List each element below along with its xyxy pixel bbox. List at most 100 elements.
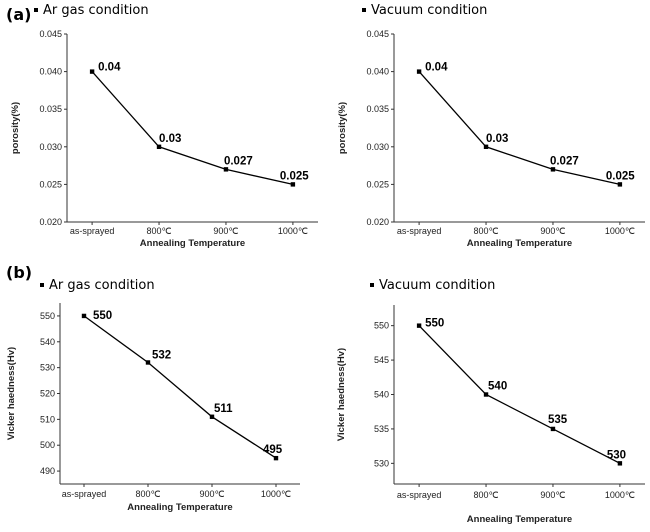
legend-marker	[362, 8, 366, 12]
panel-label-a: (a)	[6, 5, 31, 24]
y-tick-label: 0.040	[366, 67, 389, 77]
chart-4: Vacuum condition 530 535 540 545 550 as-spraye…	[336, 278, 645, 525]
legend-marker	[370, 283, 374, 287]
y-tick-label: 490	[40, 466, 55, 476]
y-tick-label: 535	[374, 424, 389, 434]
x-tick-label: 800℃	[146, 226, 171, 236]
data-point	[81, 313, 87, 319]
series-line	[83, 315, 277, 459]
x-tick-label: 800℃	[135, 489, 160, 499]
x-tick-label: 1000℃	[278, 226, 308, 236]
data-point	[223, 167, 229, 172]
data-point	[209, 414, 215, 419]
y-tick-label: 0.025	[39, 179, 62, 189]
x-tick-label: 900℃	[213, 226, 238, 236]
data-point	[416, 323, 422, 328]
x-tick-label: 900℃	[199, 489, 224, 499]
data-label: 532	[152, 349, 171, 361]
chart-1: Ar gas condition 0.020 0.025 0.030 0.035 0.04…	[10, 3, 318, 249]
y-tick-label: 520	[40, 389, 55, 399]
data-point	[156, 144, 162, 149]
data-point	[617, 182, 623, 187]
charts-container: Ar gas condition 0.020 0.025 0.030 0.035 0.04…	[6, 3, 645, 525]
x-tick-label: 1000℃	[605, 490, 635, 500]
x-tick-label: as-sprayed	[397, 226, 442, 236]
x-axis-title: Annealing Temperature	[140, 238, 245, 249]
data-label: 495	[263, 444, 283, 456]
panel-label-b: (b)	[6, 263, 32, 282]
data-label: 0.03	[486, 133, 508, 145]
data-label: 0.03	[159, 133, 181, 145]
x-tick-label: 800℃	[473, 490, 498, 500]
series-line	[418, 71, 621, 186]
y-tick-label: 500	[40, 440, 55, 450]
y-tick-label: 530	[374, 458, 389, 468]
x-tick-label: as-sprayed	[62, 489, 107, 499]
data-label: 0.025	[280, 170, 309, 182]
data-label: 511	[214, 403, 233, 415]
data-point	[145, 360, 151, 365]
chart-3: Ar gas condition 490 500 510 520 530 540 550 as-…	[6, 278, 300, 513]
data-label: 0.025	[606, 170, 635, 182]
y-tick-label: 0.035	[366, 104, 389, 114]
data-label: 550	[93, 310, 112, 322]
y-axis-title: Vicker haedness(Hv)	[336, 348, 347, 441]
data-point	[89, 69, 95, 74]
data-point	[290, 182, 296, 187]
data-point	[483, 144, 489, 149]
y-tick-label: 0.040	[39, 67, 62, 77]
y-tick-label: 545	[374, 355, 389, 365]
data-label: 550	[425, 318, 444, 330]
y-tick-label: 0.045	[39, 29, 62, 39]
x-tick-label: 1000℃	[261, 489, 291, 499]
series-line	[91, 71, 294, 186]
x-tick-label: 900℃	[540, 490, 565, 500]
y-axis-title: Vicker haedness(Hv)	[6, 347, 17, 440]
y-tick-label: 0.045	[366, 29, 389, 39]
x-tick-label: 800℃	[473, 226, 498, 236]
legend-label: Ar gas condition	[49, 278, 155, 293]
y-tick-label: 0.030	[366, 142, 389, 152]
y-tick-label: 540	[40, 337, 55, 347]
x-tick-label: as-sprayed	[397, 490, 442, 500]
data-label: 540	[488, 381, 507, 393]
x-tick-label: 900℃	[540, 226, 565, 236]
x-tick-label: 1000℃	[605, 226, 635, 236]
y-tick-label: 0.020	[39, 217, 62, 227]
chart-2: Vacuum condition 0.020 0.025 0.030 0.035 0.04…	[337, 3, 645, 249]
data-label: 0.04	[425, 62, 448, 74]
y-tick-label: 550	[374, 321, 389, 331]
y-tick-label: 0.025	[366, 179, 389, 189]
data-point	[550, 426, 556, 432]
x-axis-title: Annealing Temperature	[467, 238, 572, 249]
legend-label: Ar gas condition	[43, 3, 149, 18]
data-label: 0.027	[224, 155, 253, 167]
data-point	[416, 69, 422, 74]
x-axis-title: Annealing Temperature	[127, 502, 232, 513]
x-tick-label: as-sprayed	[70, 226, 115, 236]
data-point	[273, 455, 279, 461]
y-tick-label: 0.020	[366, 217, 389, 227]
y-axis-title: porosity(%)	[10, 102, 21, 154]
y-axis-title: porosity(%)	[337, 102, 348, 154]
data-label: 535	[548, 414, 568, 426]
legend-label: Vacuum condition	[371, 3, 487, 18]
data-label: 530	[607, 449, 626, 461]
y-tick-label: 540	[374, 390, 389, 400]
x-axis-title: Annealing Temperature	[467, 514, 572, 525]
y-tick-label: 0.035	[39, 104, 62, 114]
data-point	[483, 392, 489, 397]
y-tick-label: 550	[40, 311, 55, 321]
legend-marker	[40, 283, 44, 287]
data-label: 0.027	[550, 155, 579, 167]
data-label: 0.04	[98, 62, 121, 74]
legend-marker	[34, 8, 38, 12]
y-tick-label: 530	[40, 363, 55, 373]
y-tick-label: 510	[40, 414, 55, 424]
y-tick-label: 0.030	[39, 142, 62, 152]
data-point	[550, 167, 556, 172]
data-point	[617, 461, 623, 466]
legend-label: Vacuum condition	[379, 278, 495, 293]
series-line	[418, 325, 621, 464]
